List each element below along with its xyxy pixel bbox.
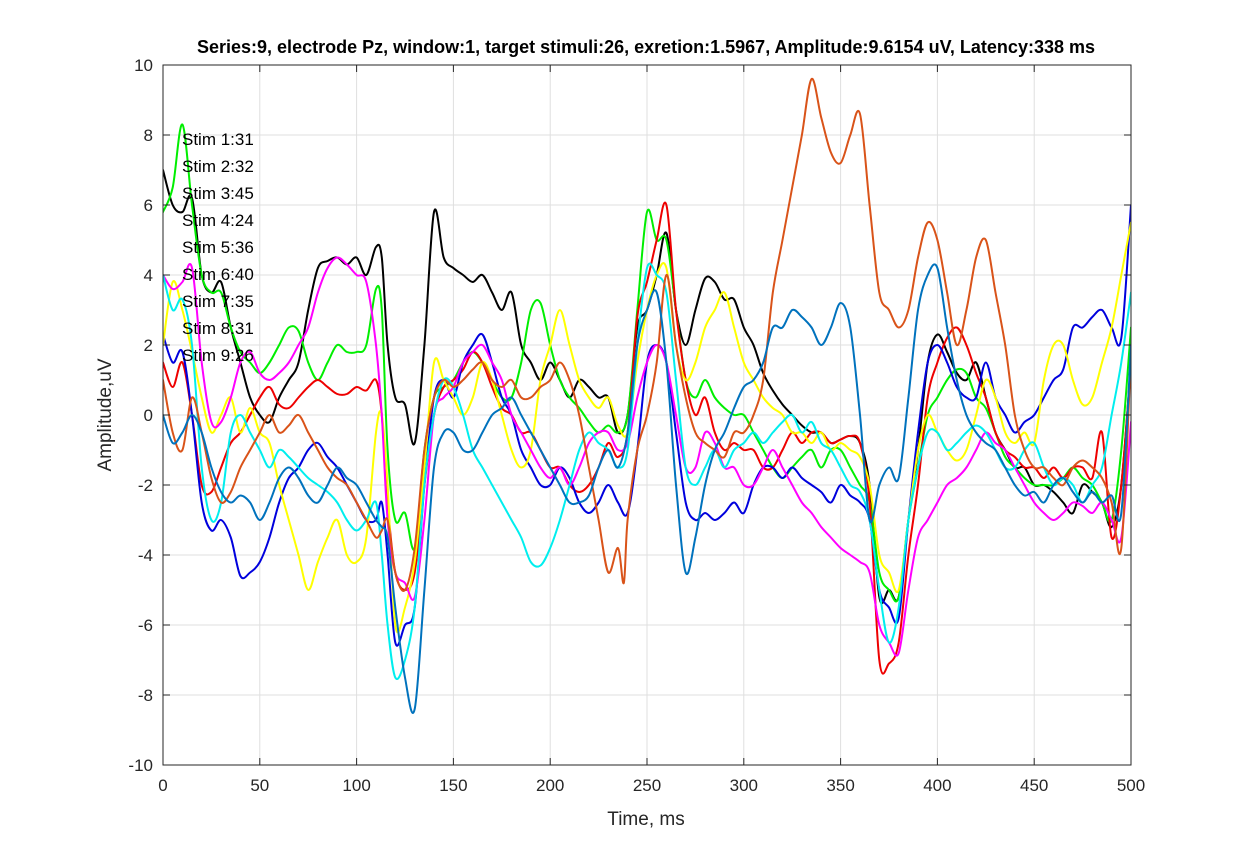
stim-label-9: Stim 9:26 bbox=[182, 346, 254, 365]
y-tick-label: -8 bbox=[138, 686, 153, 705]
y-tick-label: 0 bbox=[144, 406, 153, 425]
series-group bbox=[163, 77, 1131, 714]
y-tick-label: 6 bbox=[144, 196, 153, 215]
x-tick-label: 500 bbox=[1117, 776, 1145, 795]
stim-annotations: Stim 1:31 Stim 2:32 Stim 3:45 Stim 4:24 Stim… bbox=[182, 130, 254, 365]
y-tick-label: 8 bbox=[144, 126, 153, 145]
series-line-9 bbox=[163, 263, 1131, 714]
x-tick-label: 250 bbox=[633, 776, 661, 795]
stim-label-4: Stim 4:24 bbox=[182, 211, 254, 230]
chart-title: Series:9, electrode Pz, window:1, target… bbox=[197, 37, 1095, 57]
x-tick-label: 200 bbox=[536, 776, 564, 795]
stim-label-6: Stim 6:40 bbox=[182, 265, 254, 284]
stim-label-7: Stim 7:35 bbox=[182, 292, 254, 311]
y-tick-label: -4 bbox=[138, 546, 153, 565]
y-axis-label: Amplitude,uV bbox=[95, 358, 116, 471]
x-tick-label: 400 bbox=[923, 776, 951, 795]
series-line-1 bbox=[163, 169, 1131, 605]
y-tick-label: -10 bbox=[128, 756, 153, 775]
x-tick-label: 150 bbox=[439, 776, 467, 795]
series-line-5 bbox=[163, 221, 1131, 634]
ticks: 0 50 100 150 200 250 300 350 400 450 500-10-8-6-4-… bbox=[128, 56, 1145, 795]
y-tick-label: -2 bbox=[138, 476, 153, 495]
series-line-8 bbox=[163, 77, 1131, 592]
stim-label-2: Stim 2:32 bbox=[182, 157, 254, 176]
x-axis-label: Time, ms bbox=[607, 809, 684, 830]
x-tick-label: 300 bbox=[730, 776, 758, 795]
series-line-4 bbox=[163, 204, 1131, 647]
stim-label-5: Stim 5:36 bbox=[182, 238, 254, 257]
y-tick-label: 4 bbox=[144, 266, 153, 285]
y-tick-label: 10 bbox=[134, 56, 153, 75]
x-tick-label: 450 bbox=[1020, 776, 1048, 795]
x-tick-label: 350 bbox=[826, 776, 854, 795]
x-tick-label: 50 bbox=[250, 776, 269, 795]
x-tick-label: 100 bbox=[342, 776, 370, 795]
stim-label-1: Stim 1:31 bbox=[182, 130, 254, 149]
series-line-2 bbox=[163, 123, 1131, 603]
stim-label-8: Stim 8:31 bbox=[182, 319, 254, 338]
y-tick-label: 2 bbox=[144, 336, 153, 355]
stim-label-3: Stim 3:45 bbox=[182, 184, 254, 203]
x-tick-label: 0 bbox=[158, 776, 167, 795]
series-line-6 bbox=[163, 256, 1131, 657]
y-tick-label: -6 bbox=[138, 616, 153, 635]
series-line-3 bbox=[163, 201, 1131, 675]
